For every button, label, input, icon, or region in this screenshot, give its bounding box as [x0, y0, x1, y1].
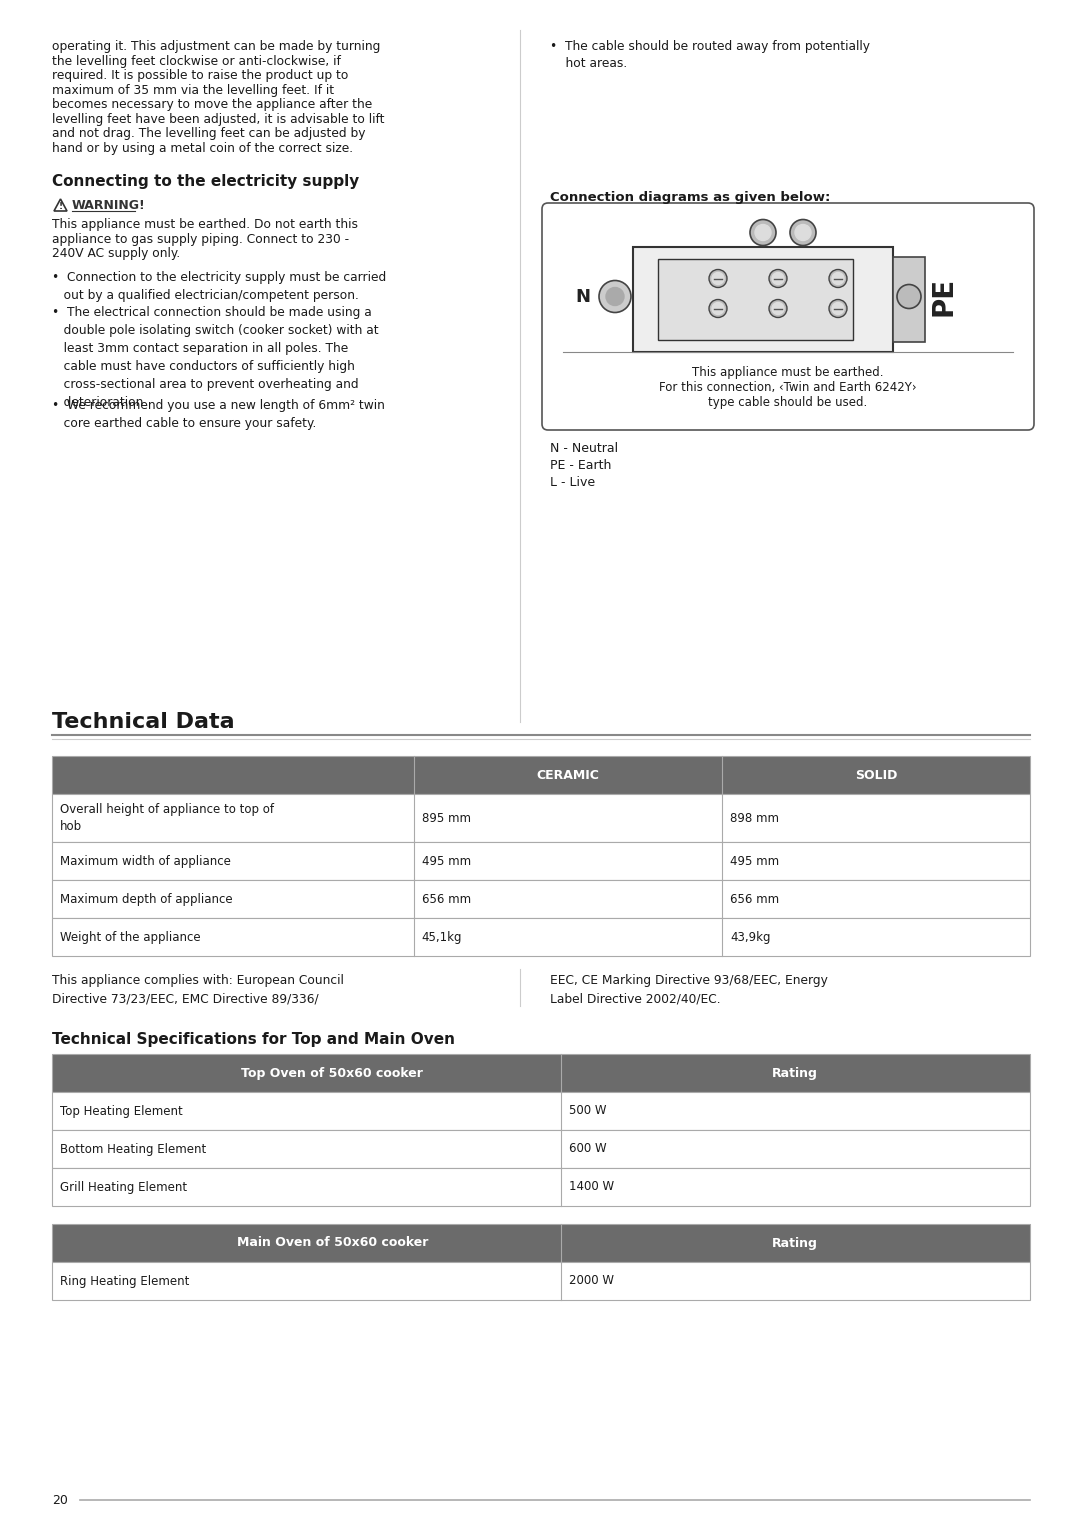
- Text: CERAMIC: CERAMIC: [537, 769, 599, 781]
- Text: levelling feet have been adjusted, it is advisable to lift: levelling feet have been adjusted, it is…: [52, 112, 384, 126]
- Text: hand or by using a metal coin of the correct size.: hand or by using a metal coin of the cor…: [52, 141, 353, 155]
- Text: Connecting to the electricity supply: Connecting to the electricity supply: [52, 175, 360, 188]
- Text: 45,1kg: 45,1kg: [422, 930, 462, 944]
- Text: operating it. This adjustment can be made by turning: operating it. This adjustment can be mad…: [52, 40, 380, 54]
- Text: •  The cable should be routed away from potentially
    hot areas.: • The cable should be routed away from p…: [550, 40, 870, 70]
- Text: 240V AC supply only.: 240V AC supply only.: [52, 247, 180, 260]
- Circle shape: [712, 302, 724, 314]
- Text: SOLID: SOLID: [854, 769, 897, 781]
- FancyBboxPatch shape: [542, 204, 1034, 430]
- Text: 495 mm: 495 mm: [422, 855, 471, 867]
- Circle shape: [708, 299, 727, 317]
- Text: N - Neutral: N - Neutral: [550, 443, 618, 455]
- Text: •  We recommend you use a new length of 6mm² twin
   core earthed cable to ensur: • We recommend you use a new length of 6…: [52, 400, 384, 430]
- Text: the levelling feet clockwise or anti-clockwise, if: the levelling feet clockwise or anti-clo…: [52, 55, 341, 67]
- Bar: [52, 1131, 1030, 1167]
- Circle shape: [606, 288, 624, 305]
- Bar: [52, 1092, 1030, 1131]
- Text: Grill Heating Element: Grill Heating Element: [60, 1181, 187, 1193]
- Text: PE: PE: [929, 277, 957, 316]
- Text: Top Oven of 50x60 cooker: Top Oven of 50x60 cooker: [241, 1066, 423, 1080]
- Bar: [52, 1054, 1030, 1092]
- Bar: [52, 1224, 1030, 1262]
- Text: Bottom Heating Element: Bottom Heating Element: [60, 1143, 206, 1155]
- Circle shape: [750, 219, 777, 245]
- Text: •  The electrical connection should be made using a
   double pole isolating swi: • The electrical connection should be ma…: [52, 305, 379, 409]
- Text: 895 mm: 895 mm: [422, 812, 471, 824]
- Text: 656 mm: 656 mm: [422, 893, 471, 905]
- Circle shape: [708, 270, 727, 288]
- Text: For this connection, ‹Twin and Earth 6242Y›: For this connection, ‹Twin and Earth 624…: [659, 381, 917, 394]
- Bar: [52, 755, 1030, 794]
- Text: !: !: [58, 202, 63, 210]
- Text: 20: 20: [52, 1494, 68, 1507]
- Text: 500 W: 500 W: [568, 1105, 606, 1117]
- Text: Maximum depth of appliance: Maximum depth of appliance: [60, 893, 232, 905]
- Bar: [658, 259, 853, 340]
- Text: 898 mm: 898 mm: [730, 812, 779, 824]
- Text: Main Oven of 50x60 cooker: Main Oven of 50x60 cooker: [237, 1236, 428, 1250]
- Text: This appliance complies with: European Council
Directive 73/23/EEC, EMC Directiv: This appliance complies with: European C…: [52, 974, 343, 1005]
- Bar: [52, 843, 1030, 879]
- Text: Rating: Rating: [772, 1236, 819, 1250]
- Circle shape: [897, 285, 921, 308]
- Text: Weight of the appliance: Weight of the appliance: [60, 930, 201, 944]
- Text: L - Live: L - Live: [550, 476, 595, 489]
- Text: Overall height of appliance to top of
hob: Overall height of appliance to top of ho…: [60, 803, 274, 833]
- Circle shape: [599, 280, 631, 313]
- Text: •  Connection to the electricity supply must be carried
   out by a qualified el: • Connection to the electricity supply m…: [52, 271, 387, 302]
- Text: required. It is possible to raise the product up to: required. It is possible to raise the pr…: [52, 69, 349, 83]
- Circle shape: [832, 273, 843, 285]
- Circle shape: [755, 225, 771, 241]
- Text: Connection diagrams as given below:: Connection diagrams as given below:: [550, 192, 831, 204]
- Text: This appliance must be earthed.: This appliance must be earthed.: [692, 366, 883, 378]
- Circle shape: [772, 302, 784, 314]
- Text: Technical Data: Technical Data: [52, 712, 234, 732]
- Circle shape: [789, 219, 816, 245]
- Text: EEC, CE Marking Directive 93/68/EEC, Energy
Label Directive 2002/40/EC.: EEC, CE Marking Directive 93/68/EEC, Ene…: [550, 974, 828, 1005]
- Circle shape: [832, 302, 843, 314]
- Text: N: N: [576, 288, 591, 305]
- Text: Technical Specifications for Top and Main Oven: Technical Specifications for Top and Mai…: [52, 1033, 455, 1046]
- Text: This appliance must be earthed. Do not earth this: This appliance must be earthed. Do not e…: [52, 218, 357, 231]
- Text: 656 mm: 656 mm: [730, 893, 779, 905]
- Text: 1400 W: 1400 W: [568, 1181, 613, 1193]
- Bar: [893, 256, 924, 342]
- Text: Ring Heating Element: Ring Heating Element: [60, 1275, 189, 1287]
- Text: and not drag. The levelling feet can be adjusted by: and not drag. The levelling feet can be …: [52, 127, 365, 139]
- Circle shape: [769, 299, 787, 317]
- Text: Rating: Rating: [772, 1066, 819, 1080]
- Text: PE - Earth: PE - Earth: [550, 460, 611, 472]
- Bar: [52, 879, 1030, 918]
- Circle shape: [795, 225, 811, 241]
- Bar: [52, 1167, 1030, 1206]
- Text: maximum of 35 mm via the levelling feet. If it: maximum of 35 mm via the levelling feet.…: [52, 84, 334, 97]
- Bar: [52, 918, 1030, 956]
- Text: Maximum width of appliance: Maximum width of appliance: [60, 855, 231, 867]
- Text: type cable should be used.: type cable should be used.: [708, 395, 867, 409]
- Text: becomes necessary to move the appliance after the: becomes necessary to move the appliance …: [52, 98, 373, 110]
- Bar: [52, 1262, 1030, 1301]
- Circle shape: [712, 273, 724, 285]
- Text: 495 mm: 495 mm: [730, 855, 779, 867]
- Text: 2000 W: 2000 W: [568, 1275, 613, 1287]
- Text: Top Heating Element: Top Heating Element: [60, 1105, 183, 1117]
- Text: appliance to gas supply piping. Connect to 230 -: appliance to gas supply piping. Connect …: [52, 233, 349, 245]
- Text: WARNING!: WARNING!: [72, 199, 146, 211]
- Circle shape: [829, 299, 847, 317]
- Text: 600 W: 600 W: [568, 1143, 606, 1155]
- Circle shape: [829, 270, 847, 288]
- Circle shape: [769, 270, 787, 288]
- Circle shape: [772, 273, 784, 285]
- Bar: [52, 794, 1030, 843]
- Bar: [633, 247, 893, 351]
- Text: 43,9kg: 43,9kg: [730, 930, 770, 944]
